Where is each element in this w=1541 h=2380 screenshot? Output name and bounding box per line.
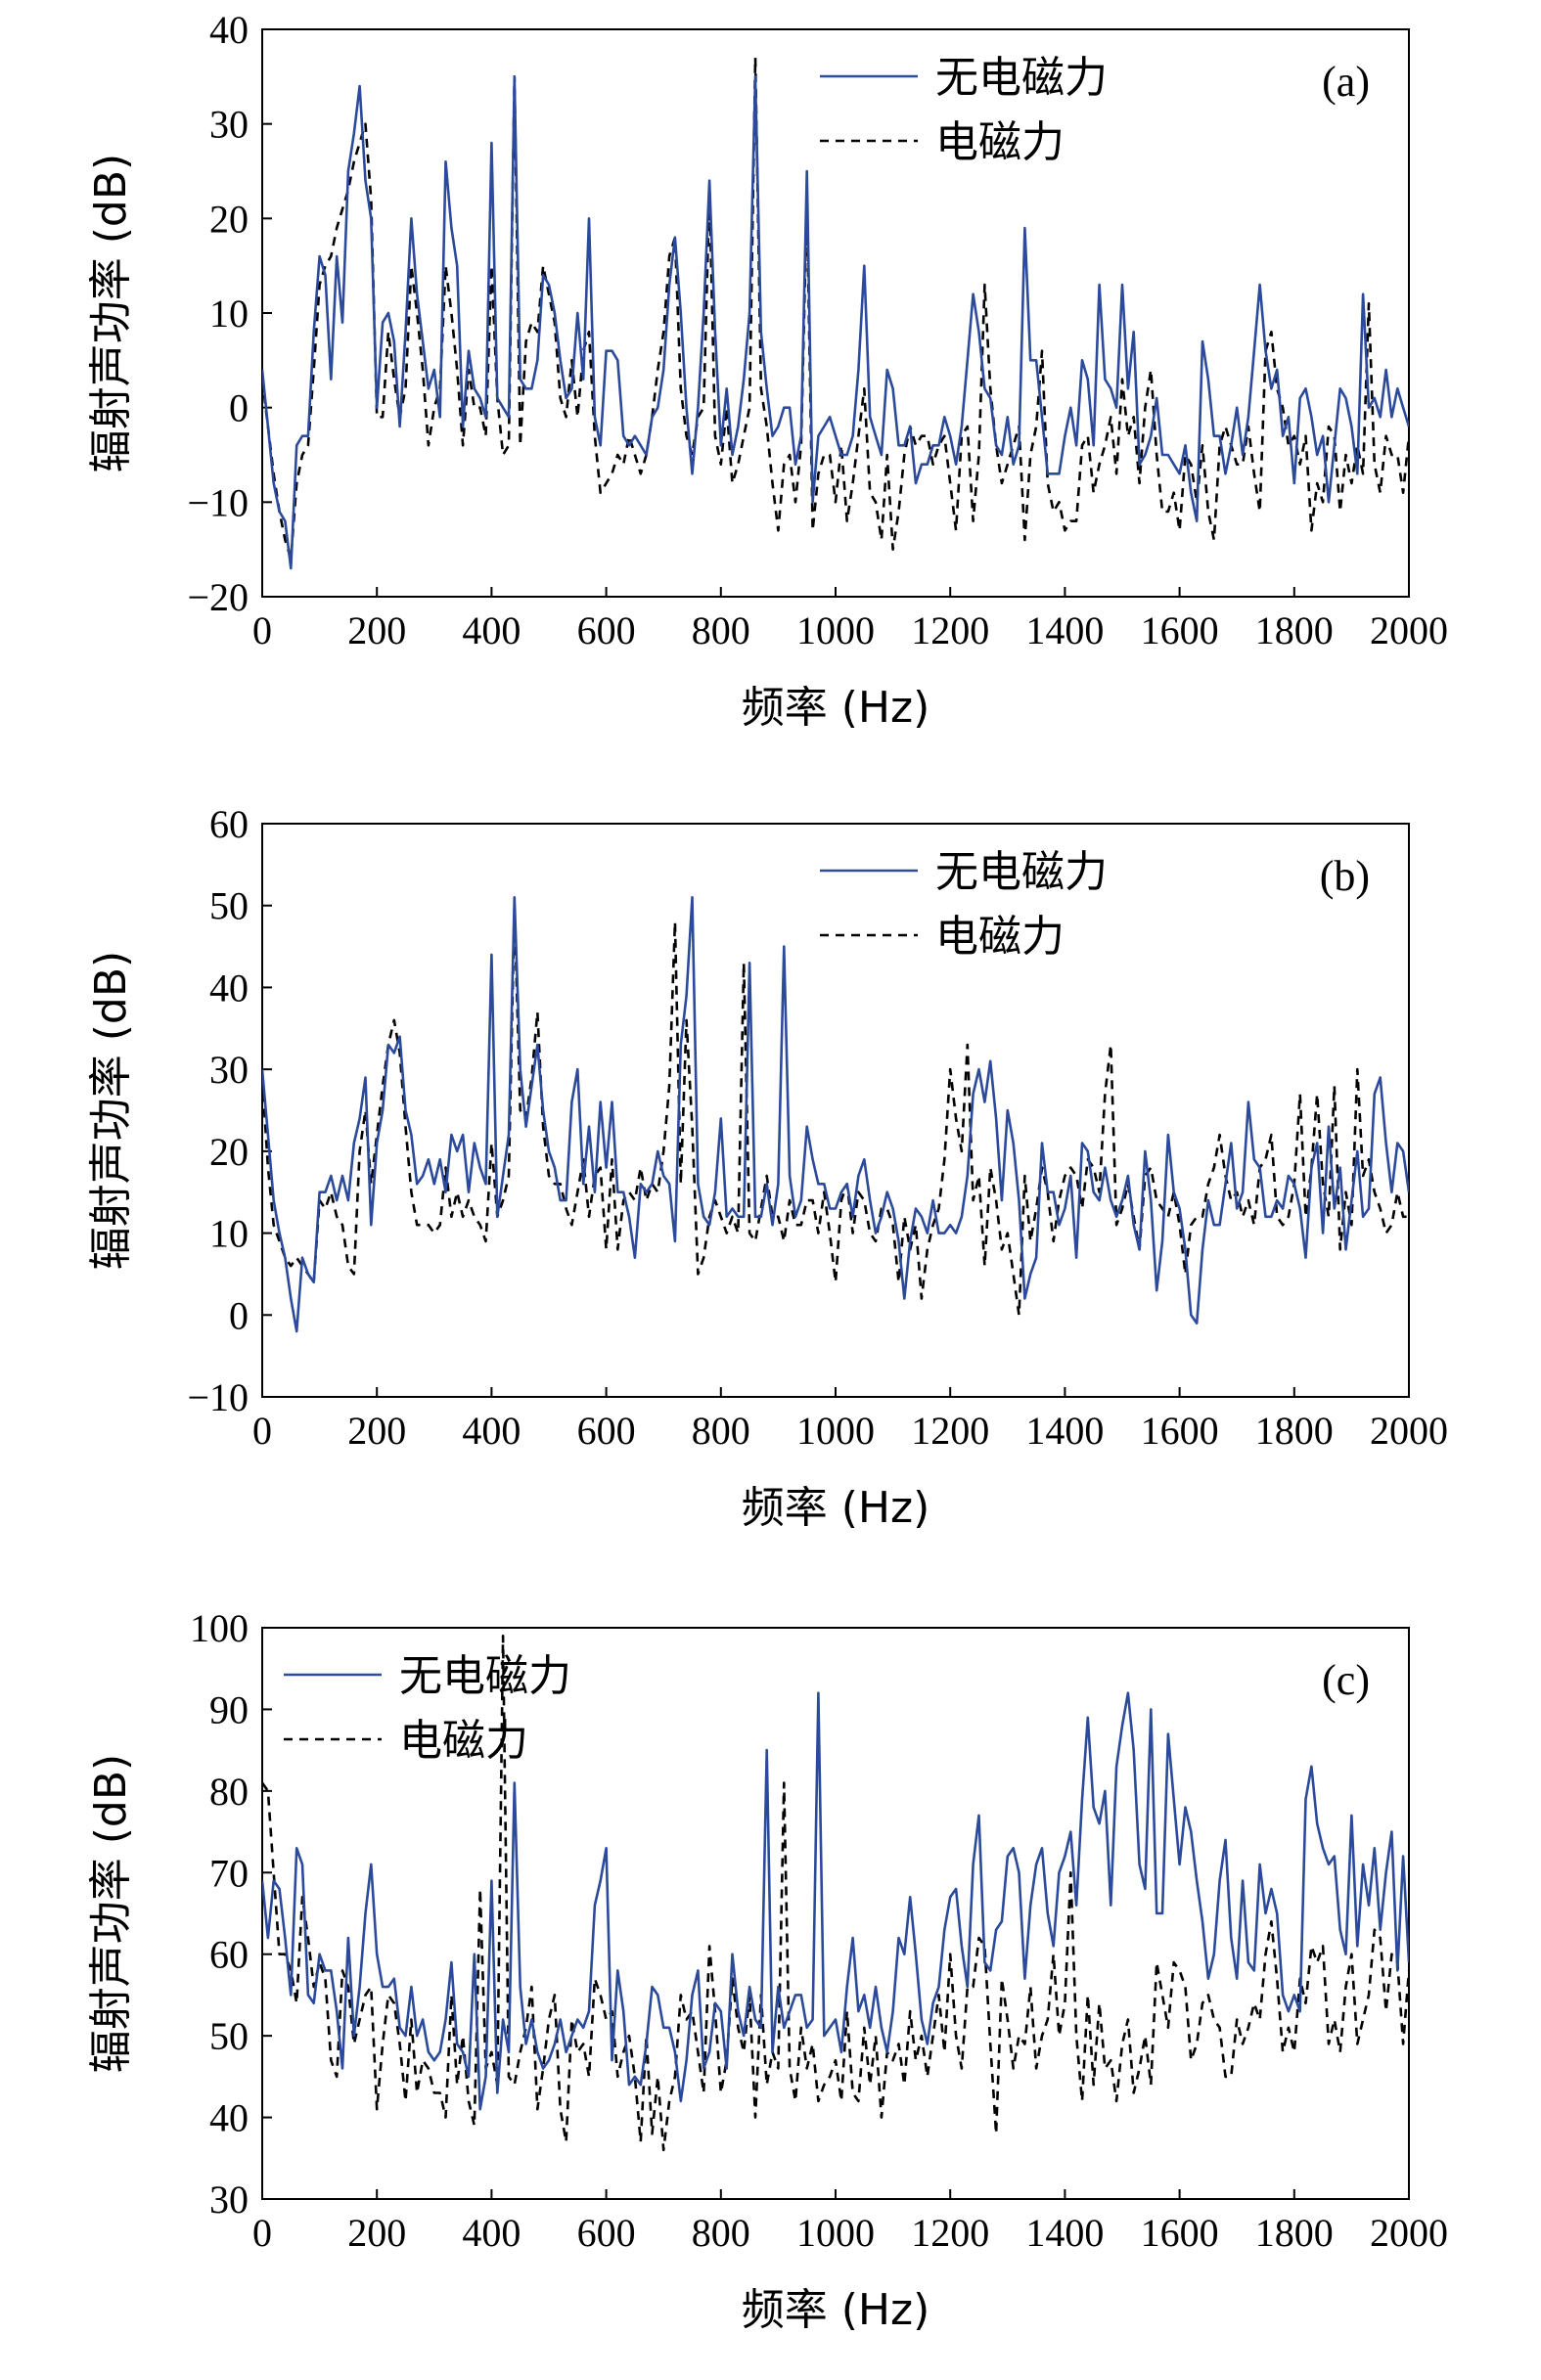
y-tick-label: 30 — [209, 103, 249, 147]
y-tick-label: −10 — [187, 480, 249, 524]
plot-frame — [261, 1627, 1410, 2200]
x-tick-label: 600 — [577, 2211, 636, 2255]
series-line-no-em-force — [262, 1691, 1409, 2111]
x-tick-label: 200 — [347, 608, 406, 652]
x-tick-label: 0 — [252, 1409, 272, 1453]
legend-label: 电磁力 — [935, 117, 1065, 167]
x-tick-label: 0 — [252, 608, 272, 652]
x-tick-label: 800 — [692, 2211, 750, 2255]
y-axis-title: 辐射声功率 (dB) — [86, 951, 136, 1270]
x-tick-label: 2000 — [1370, 2211, 1448, 2255]
x-tick-label: 400 — [462, 2211, 521, 2255]
y-tick-label: 40 — [209, 8, 249, 52]
x-tick-label: 1600 — [1141, 2211, 1219, 2255]
y-tick-label: 60 — [209, 802, 249, 846]
x-tick-label: 2000 — [1370, 608, 1448, 652]
panel-a: 0 200 400 600 800 1000 1200 1400 1600 1800 2000−20… — [86, 8, 1448, 733]
series-line-em-force — [262, 1635, 1409, 2152]
series-line-no-em-force — [262, 75, 1409, 570]
x-tick-label: 1000 — [796, 2211, 875, 2255]
y-tick-label: 50 — [209, 884, 249, 928]
legend-label: 电磁力 — [935, 912, 1065, 962]
x-tick-label: 800 — [692, 1409, 750, 1453]
legend-label: 无电磁力 — [935, 53, 1108, 103]
x-tick-label: 600 — [577, 1409, 636, 1453]
legend-label: 无电磁力 — [935, 847, 1108, 897]
y-tick-label: 100 — [190, 1606, 249, 1650]
x-tick-label: 1000 — [796, 608, 875, 652]
y-axis-title: 辐射声功率 (dB) — [86, 1754, 136, 2073]
y-tick-label: 70 — [209, 1851, 249, 1895]
x-tick-label: 1800 — [1255, 2211, 1334, 2255]
x-tick-label: 400 — [462, 608, 521, 652]
y-tick-label: 30 — [209, 2178, 249, 2222]
y-tick-label: 30 — [209, 1048, 249, 1092]
x-axis-title: 频率 (Hz) — [742, 2285, 930, 2335]
series-line-em-force — [262, 56, 1409, 561]
panel-c: 0 200 400 600 800 1000 1200 1400 1600 1800 2000 30 4… — [86, 1606, 1448, 2335]
legend-label: 无电磁力 — [399, 1651, 571, 1701]
x-tick-label: 400 — [462, 1409, 521, 1453]
y-tick-label: 0 — [229, 386, 249, 430]
y-tick-label: 20 — [209, 1130, 249, 1174]
y-tick-label: −10 — [187, 1375, 249, 1419]
legend-label: 电磁力 — [399, 1716, 528, 1766]
x-tick-label: 200 — [347, 2211, 406, 2255]
panel-label: (b) — [1320, 852, 1370, 900]
y-tick-label: 90 — [209, 1687, 249, 1731]
y-tick-label: 40 — [209, 2096, 249, 2140]
y-tick-label: 0 — [229, 1293, 249, 1337]
x-tick-label: 1200 — [911, 1409, 989, 1453]
panel-label: (a) — [1322, 58, 1370, 106]
x-tick-label: 0 — [252, 2211, 272, 2255]
x-tick-label: 1800 — [1255, 1409, 1334, 1453]
panel-b: 0 200 400 600 800 1000 1200 1400 1600 1800 2000−10… — [86, 802, 1448, 1533]
x-tick-label: 1200 — [911, 2211, 989, 2255]
y-tick-label: 10 — [209, 1212, 249, 1256]
x-tick-label: 1400 — [1025, 1409, 1104, 1453]
y-tick-label: 80 — [209, 1770, 249, 1814]
y-tick-label: 60 — [209, 1933, 249, 1977]
x-tick-label: 200 — [347, 1409, 406, 1453]
x-axis-title: 频率 (Hz) — [742, 1483, 930, 1533]
series-line-no-em-force — [262, 895, 1409, 1333]
x-axis-title: 频率 (Hz) — [742, 683, 930, 733]
y-tick-label: 10 — [209, 292, 249, 336]
x-tick-label: 1000 — [796, 1409, 875, 1453]
x-tick-label: 800 — [692, 608, 750, 652]
x-tick-label: 1400 — [1025, 608, 1104, 652]
x-tick-label: 1400 — [1025, 2211, 1104, 2255]
x-tick-label: 600 — [577, 608, 636, 652]
y-axis-title: 辐射声功率 (dB) — [86, 154, 136, 472]
y-tick-label: 50 — [209, 2014, 249, 2058]
x-tick-label: 1800 — [1255, 608, 1334, 652]
y-tick-label: 40 — [209, 965, 249, 1010]
y-tick-label: 20 — [209, 197, 249, 241]
x-tick-label: 1200 — [911, 608, 989, 652]
x-tick-label: 1600 — [1141, 608, 1219, 652]
series-line-em-force — [262, 904, 1409, 1317]
plot-frame — [261, 823, 1410, 1398]
panel-label: (c) — [1322, 1656, 1370, 1704]
plot-frame — [261, 28, 1410, 598]
x-tick-label: 1600 — [1141, 1409, 1219, 1453]
y-tick-label: −20 — [187, 575, 249, 619]
x-tick-label: 2000 — [1370, 1409, 1448, 1453]
